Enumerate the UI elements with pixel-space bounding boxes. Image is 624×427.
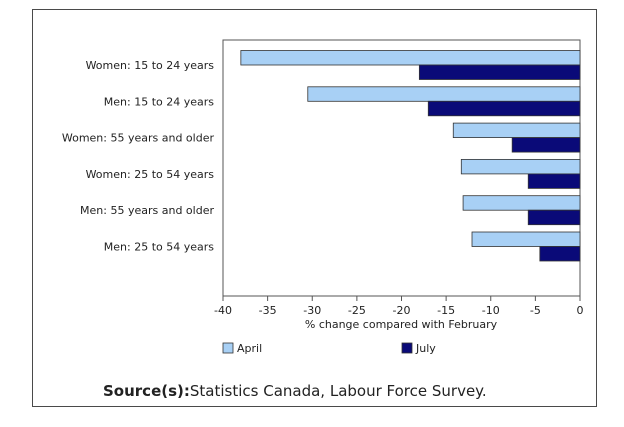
x-tick-label: -10 — [482, 304, 500, 317]
bar-july-women-25-to-54-years — [527, 173, 581, 189]
x-tick-label: -40 — [214, 304, 232, 317]
category-label: Men: 55 years and older — [80, 204, 214, 217]
bar-april-women-55-years-and-older — [452, 122, 581, 138]
bar-july-men-55-years-and-older — [527, 209, 581, 226]
x-tick-label: -15 — [437, 304, 455, 317]
legend-swatch-april — [222, 342, 234, 354]
bar-april-women-15-to-24-years — [240, 50, 581, 66]
category-label: Women: 25 to 54 years — [86, 168, 215, 181]
legend-swatch-july — [401, 342, 413, 354]
category-label: Women: 15 to 24 years — [86, 59, 215, 72]
x-tick-label: -25 — [348, 304, 366, 317]
bar-july-men-25-to-54-years — [539, 246, 581, 262]
bar-april-men-55-years-and-older — [462, 195, 581, 211]
x-tick-label: -35 — [259, 304, 277, 317]
bar-july-women-15-to-24-years — [418, 64, 581, 80]
bar-chart: Women: 15 to 24 years Men: 15 to 24 years… — [62, 39, 584, 355]
source-label: Source(s): — [103, 382, 190, 400]
legend-label-april: April — [237, 342, 262, 355]
category-label: Men: 15 to 24 years — [104, 95, 215, 108]
chart-frame: Women: 15 to 24 years Men: 15 to 24 years… — [32, 9, 597, 407]
bar-july-women-55-years-and-older — [511, 137, 581, 153]
bar-july-men-15-to-24-years — [427, 100, 581, 117]
category-label: Women: 55 years and older — [62, 132, 215, 145]
source-text: Statistics Canada, Labour Force Survey. — [189, 382, 487, 400]
bar-april-men-15-to-24-years — [307, 86, 581, 102]
category-label: Men: 25 to 54 years — [104, 241, 215, 254]
x-tick-label: -5 — [530, 304, 541, 317]
x-tick-label: -30 — [303, 304, 321, 317]
x-axis-label: % change compared with February — [305, 318, 498, 331]
x-tick-label: -20 — [393, 304, 411, 317]
bar-april-men-25-to-54-years — [471, 231, 581, 247]
source-note: Source(s):Statistics Canada, Labour Forc… — [103, 382, 487, 400]
bar-april-women-25-to-54-years — [460, 158, 581, 175]
legend-label-july: July — [415, 342, 436, 355]
x-tick-label: 0 — [577, 304, 584, 317]
